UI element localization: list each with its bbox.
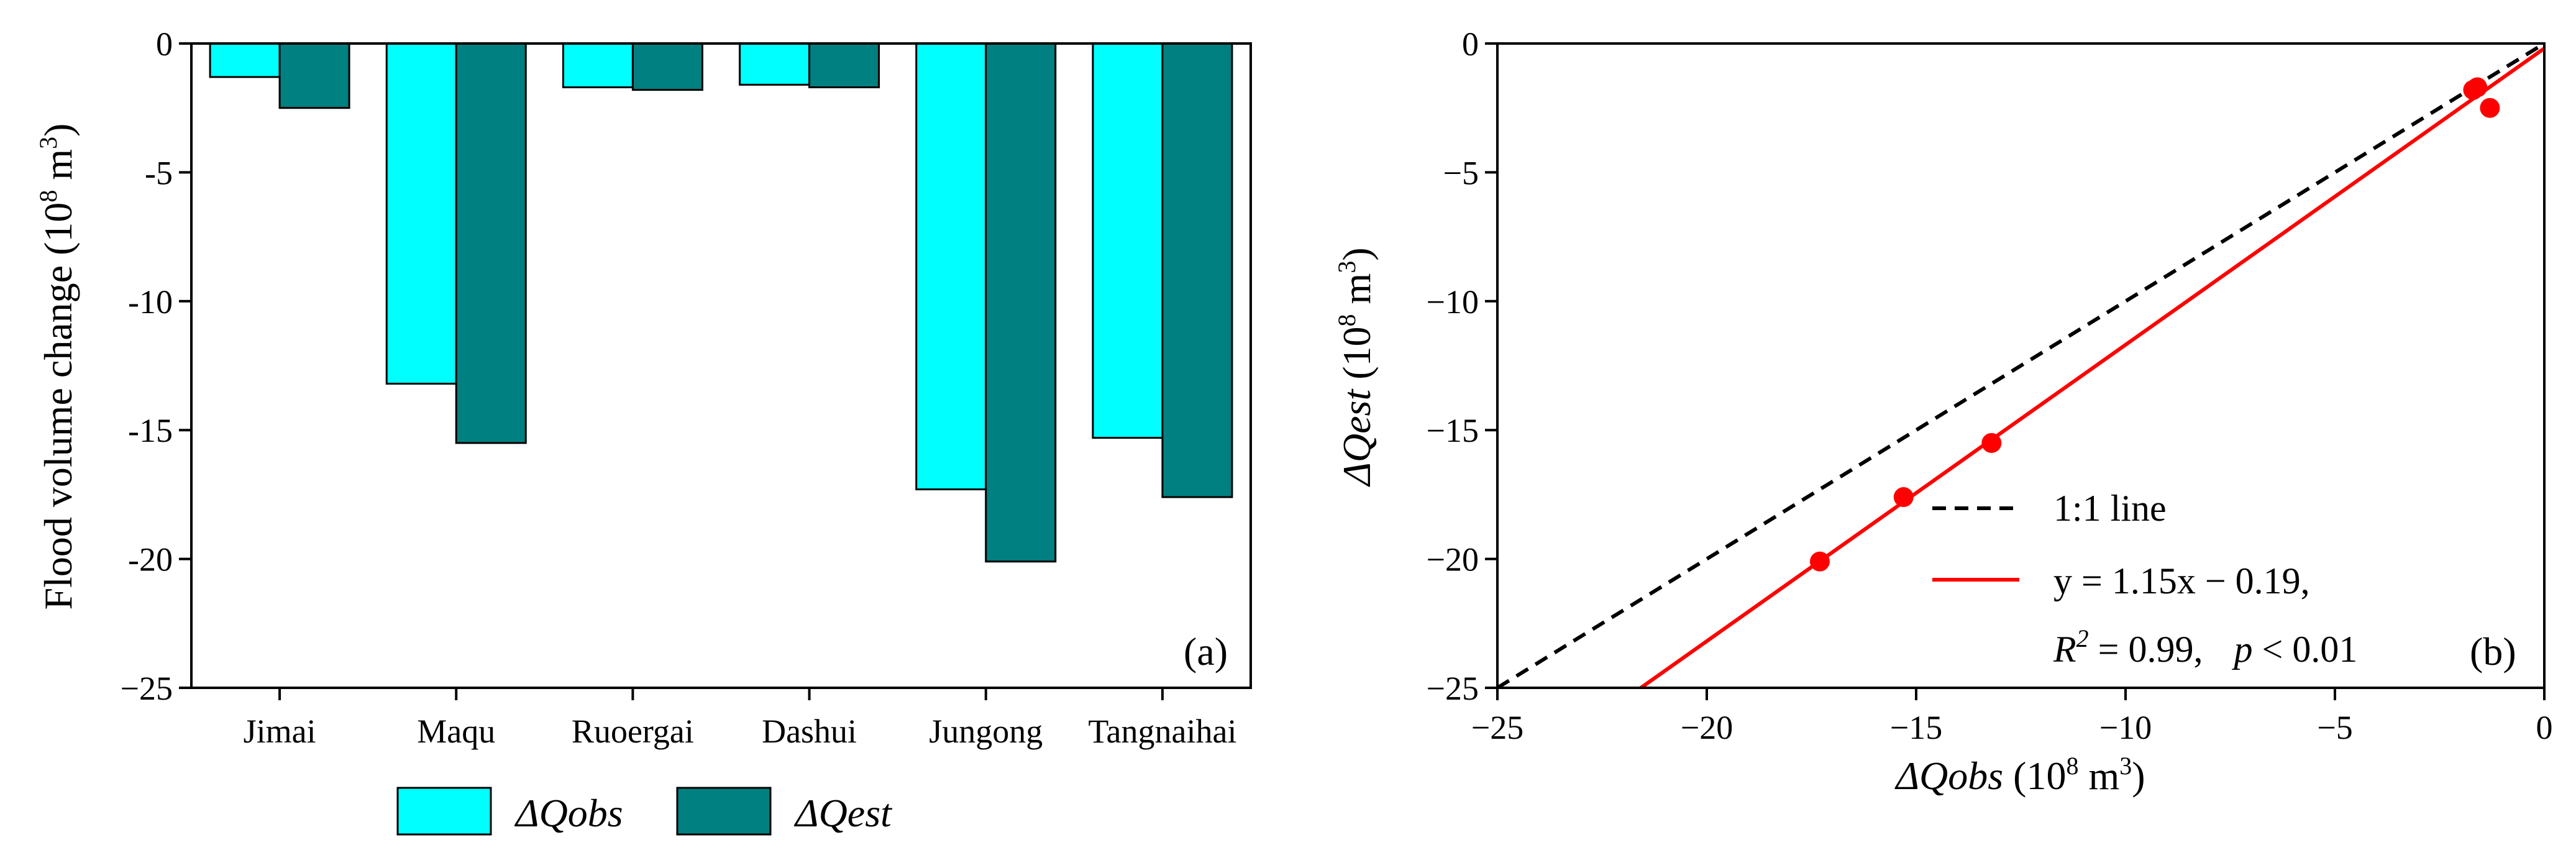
bar-obs-ruoergai bbox=[562, 42, 634, 89]
scatter-point bbox=[1981, 432, 2002, 453]
scatter-point bbox=[1809, 551, 1830, 572]
scatter-chart-panel: 0 −5 −10 −15 −20 −25 −25 −20 −15 −10 −5 0 1:1 line… bbox=[1333, 25, 2553, 798]
scatter-point bbox=[2480, 98, 2500, 118]
bar-y-axis-title-unit: m bbox=[36, 149, 80, 190]
bar-y-axis-title-exp2: 3 bbox=[34, 137, 62, 149]
x-tick-label: Maqu bbox=[417, 713, 495, 750]
bar-est-dashui bbox=[808, 42, 880, 89]
x-tick-label: Jungong bbox=[929, 713, 1043, 750]
bar-y-axis-title-main: Flood volume change (10 bbox=[36, 203, 80, 610]
bar-x-axis: Jimai Maqu Ruoergai Dashui Jungong Tangnaihai bbox=[244, 688, 1236, 750]
scatter-lines-group bbox=[1497, 43, 2544, 688]
bar-plot-frame bbox=[190, 42, 1252, 689]
r2-var: R bbox=[2053, 629, 2076, 670]
y-title-unit2: m bbox=[1335, 273, 1379, 314]
x-tick-label: 0 bbox=[2536, 709, 2553, 746]
p-var: p bbox=[2232, 629, 2253, 670]
x-tick-label: −10 bbox=[2099, 709, 2152, 746]
x-tick-label: Ruoergai bbox=[572, 713, 694, 750]
x-title-var: ΔQobs bbox=[1894, 754, 2003, 798]
x-title-exp2: 3 bbox=[2119, 752, 2132, 780]
fit-stats-label: R2 = 0.99, p < 0.01 bbox=[2053, 624, 2357, 670]
x-tick-label: −25 bbox=[1471, 709, 1523, 746]
bar-est-tangnaihai bbox=[1161, 42, 1233, 498]
scatter-point bbox=[1893, 487, 1914, 508]
y-title-unit: (10 bbox=[1335, 326, 1379, 389]
y-tick-label: −25 bbox=[121, 670, 173, 707]
scatter-points-group bbox=[1809, 77, 2500, 572]
x-tick-label: Tangnaihai bbox=[1088, 713, 1236, 750]
one-to-one-line bbox=[1497, 43, 2544, 688]
bar-est-maqu bbox=[455, 42, 527, 444]
scatter-x-axis: −25 −20 −15 −10 −5 0 bbox=[1471, 688, 2553, 746]
y-tick-label: −10 bbox=[1427, 283, 1479, 321]
bar-y-axis: 0 -5 -10 -15 -20 −25 bbox=[121, 25, 191, 707]
bar-obs-maqu bbox=[385, 42, 457, 385]
bar-y-axis-title-exp: 8 bbox=[34, 190, 62, 203]
x-tick-label: Jimai bbox=[244, 713, 316, 750]
scatter-y-axis: 0 −5 −10 −15 −20 −25 bbox=[1427, 25, 1497, 707]
bar-panel-label: (a) bbox=[1184, 629, 1228, 674]
scatter-point bbox=[2467, 77, 2488, 98]
y-tick-label: -20 bbox=[128, 541, 173, 578]
y-tick-label: −20 bbox=[1427, 541, 1479, 578]
legend-swatch-est bbox=[676, 787, 772, 836]
regression-line bbox=[1637, 47, 2544, 688]
bar-y-axis-title-close: ) bbox=[36, 124, 80, 137]
bar-series-group bbox=[209, 42, 1233, 563]
y-title-var: ΔQest bbox=[1335, 388, 1379, 488]
y-tick-label: -10 bbox=[128, 283, 173, 321]
legend-label-obs: ΔQobs bbox=[514, 791, 623, 835]
bar-obs-dashui bbox=[739, 42, 811, 86]
bar-chart-panel: 0-5-10-15-20−25 Jimai Maqu Ruoergai Dashui J… bbox=[34, 25, 1252, 836]
bar-obs-jimai bbox=[209, 42, 281, 78]
r2-value: = 0.99, bbox=[2089, 629, 2203, 670]
bar-y-axis-title: Flood volume change (108 m3) bbox=[34, 124, 80, 610]
x-title-close: ) bbox=[2132, 754, 2145, 798]
bar-est-ruoergai bbox=[631, 42, 703, 91]
legend-label-est: ΔQest bbox=[793, 791, 893, 835]
bar-obs-tangnaihai bbox=[1092, 42, 1164, 439]
y-tick-label: -15 bbox=[128, 412, 173, 449]
y-title-exp2: 3 bbox=[1333, 261, 1361, 273]
fit-equation-label: y = 1.15x − 0.19, bbox=[2053, 560, 2310, 601]
x-title-exp: 8 bbox=[2066, 752, 2078, 780]
r2-exp: 2 bbox=[2076, 624, 2089, 652]
x-tick-label: Dashui bbox=[762, 713, 857, 750]
scatter-panel-label: (b) bbox=[2470, 629, 2516, 674]
y-tick-label: 0 bbox=[1462, 25, 1479, 63]
y-tick-label: −25 bbox=[1427, 670, 1479, 707]
y-tick-label: -5 bbox=[145, 154, 173, 191]
y-title-exp: 8 bbox=[1333, 314, 1361, 326]
bar-est-jungong bbox=[985, 42, 1057, 563]
x-title-unit: (10 bbox=[2003, 754, 2066, 798]
scatter-plot-frame bbox=[1496, 42, 2546, 689]
x-title-unit2: m bbox=[2078, 754, 2119, 798]
scatter-legend: 1:1 line y = 1.15x − 0.19, R2 = 0.99, p <… bbox=[1932, 488, 2516, 674]
legend-swatch-obs bbox=[396, 787, 492, 836]
x-tick-label: −15 bbox=[1890, 709, 1942, 746]
scatter-y-axis-title: ΔQest (108 m3) bbox=[1333, 247, 1379, 487]
scatter-x-axis-title: ΔQobs (108 m3) bbox=[1894, 752, 2145, 798]
x-tick-label: −5 bbox=[2317, 709, 2352, 746]
y-tick-label: −5 bbox=[1443, 154, 1479, 191]
p-value: < 0.01 bbox=[2253, 629, 2358, 670]
bar-obs-jungong bbox=[915, 42, 987, 491]
y-title-close: ) bbox=[1335, 247, 1379, 260]
x-tick-label: −20 bbox=[1681, 709, 1733, 746]
y-tick-label: −15 bbox=[1427, 412, 1479, 449]
y-tick-label: 0 bbox=[156, 25, 173, 63]
legend-one-to-one-label: 1:1 line bbox=[2053, 488, 2167, 529]
bar-legend: ΔQobs ΔQest bbox=[396, 787, 893, 836]
bar-est-jimai bbox=[278, 42, 350, 109]
